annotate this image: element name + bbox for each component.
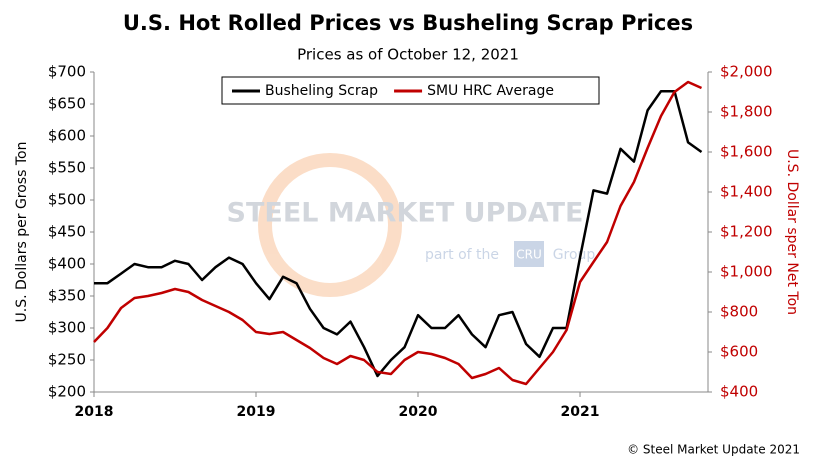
legend-label: SMU HRC Average <box>427 83 554 99</box>
watermark-text: STEEL MARKET UPDATE <box>227 198 584 229</box>
y2-tick-label: $2,000 <box>720 63 773 81</box>
x-tick-label: 2019 <box>237 404 276 420</box>
watermark-text: CRU <box>516 248 542 262</box>
watermark-logo <box>258 153 402 297</box>
y2-tick-label: $1,800 <box>720 103 773 121</box>
series-line <box>93 80 703 386</box>
y2-tick-label: $600 <box>720 343 758 361</box>
watermark-text: part of the <box>425 247 499 263</box>
y-tick-label: $250 <box>48 351 86 369</box>
y-tick-label: $450 <box>48 223 86 241</box>
x-tick-label: 2020 <box>399 404 438 420</box>
y-tick-label: $700 <box>48 63 86 81</box>
chart-title: U.S. Hot Rolled Prices vs Busheling Scra… <box>123 11 693 35</box>
x-tick-label: 2021 <box>561 404 600 420</box>
y-axis-label: U.S. Dollars per Gross Ton <box>14 142 30 323</box>
y-tick-label: $200 <box>48 383 86 401</box>
y-tick-label: $500 <box>48 191 86 209</box>
y2-tick-label: $1,400 <box>720 183 773 201</box>
y-tick-label: $650 <box>48 95 86 113</box>
source: © Steel Market Update 2021 <box>627 443 800 457</box>
y-tick-label: $550 <box>48 159 86 177</box>
y2-axis-label: U.S. Dollar sper Net Ton <box>784 149 800 315</box>
legend: Busheling Scrap SMU HRC Average <box>221 76 600 105</box>
watermark: STEEL MARKET UPDATE part of the CRU Grou… <box>227 153 596 297</box>
y2-tick-label: $1,600 <box>720 143 773 161</box>
y2-tick-label: $1,000 <box>720 263 773 281</box>
chart-subtitle: Prices as of October 12, 2021 <box>297 46 519 64</box>
y2-tick-label: $400 <box>720 383 758 401</box>
y2-tick-label: $1,200 <box>720 223 773 241</box>
y-tick-label: $300 <box>48 319 86 337</box>
legend-label: Busheling Scrap <box>265 83 378 99</box>
y-tick-label: $350 <box>48 287 86 305</box>
y-tick-label: $600 <box>48 127 86 145</box>
x-tick-label: 2018 <box>75 404 114 420</box>
watermark-box <box>514 241 544 267</box>
watermark-text: Group <box>553 247 596 263</box>
series-line <box>94 89 703 378</box>
y2-tick-label: $800 <box>720 303 758 321</box>
y-tick-label: $400 <box>48 255 86 273</box>
